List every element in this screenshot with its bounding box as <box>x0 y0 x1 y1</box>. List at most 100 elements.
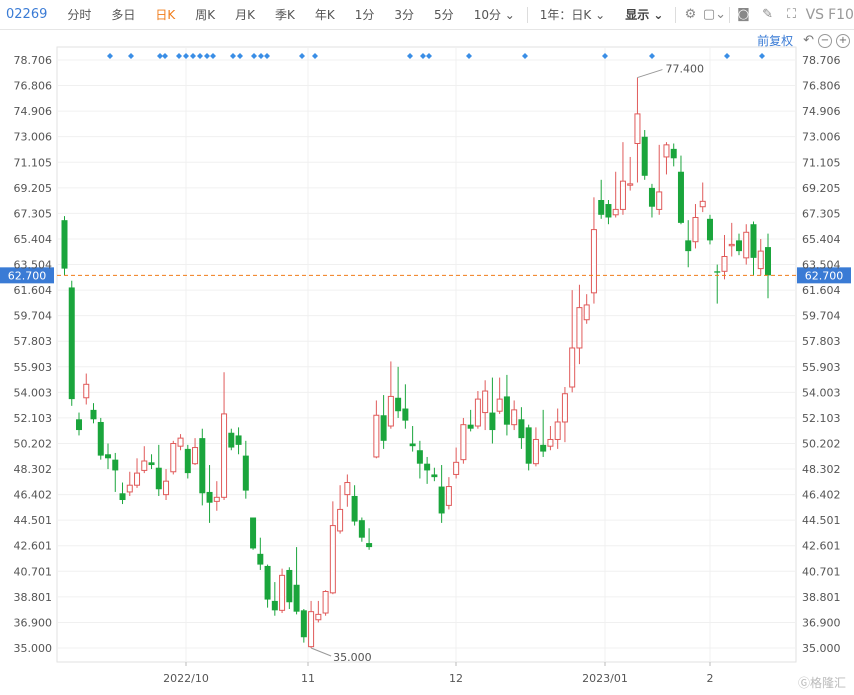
candle-body <box>692 216 699 243</box>
f10-button[interactable]: F10 <box>828 6 854 23</box>
candle <box>431 467 438 482</box>
candle <box>525 424 532 471</box>
candle-body <box>489 412 496 431</box>
y-tick-left: 50.202 <box>14 437 53 450</box>
event-marker <box>724 53 730 59</box>
candle <box>206 465 213 523</box>
tab-zhouk[interactable]: 周K <box>195 8 216 22</box>
candle <box>134 458 141 488</box>
candle-body <box>511 409 518 426</box>
chevron-down-icon: ⌄ <box>653 8 664 22</box>
pen-icon[interactable]: ✎ <box>762 7 773 22</box>
square-icon[interactable]: ▢⌄ <box>702 7 727 22</box>
candle-body <box>438 486 445 514</box>
candle-body <box>105 454 112 459</box>
candle-body <box>329 525 336 594</box>
camera-icon[interactable]: ◙ <box>737 7 750 22</box>
candle <box>308 600 315 648</box>
candle <box>663 142 670 175</box>
tab-duori[interactable]: 多日 <box>111 8 136 22</box>
candle <box>714 264 721 304</box>
y-tick-right: 76.806 <box>802 80 841 93</box>
candle-body <box>482 390 489 414</box>
price-tag-left-bg <box>0 267 54 284</box>
watermark: Ⓖ格隆汇 <box>798 674 846 691</box>
tab-niank[interactable]: 年K <box>314 8 335 22</box>
candle-body <box>206 491 213 503</box>
candle <box>395 366 402 418</box>
candle-body <box>728 243 735 247</box>
candle <box>619 142 626 215</box>
tab-yuek[interactable]: 月K <box>235 8 256 22</box>
fullscreen-icon[interactable]: ⛶ <box>787 7 797 22</box>
axes: 78.706 78.706 76.806 76.806 74.906 74.906 73.0… <box>14 54 841 685</box>
candle <box>155 444 162 496</box>
y-tick-right: 69.205 <box>802 182 841 195</box>
candle-body <box>532 438 539 465</box>
candle <box>242 440 249 499</box>
kline-chart[interactable]: 62.700 62.700 78.706 78.706 76.806 76.806 74.… <box>0 44 854 695</box>
event-marker <box>407 53 413 59</box>
candle <box>728 222 735 257</box>
event-marker <box>466 53 472 59</box>
y-tick-right: 38.801 <box>802 591 841 604</box>
tab-3min[interactable]: 3分 <box>394 8 415 22</box>
tab-10min[interactable]: 10分 ⌄ <box>464 6 525 23</box>
y-tick-right: 73.006 <box>802 131 841 144</box>
event-marker <box>251 53 257 59</box>
candle-body <box>721 256 728 272</box>
candle-body <box>112 459 119 471</box>
candle-body <box>496 398 503 412</box>
candle <box>445 477 452 510</box>
plot-border <box>56 46 797 663</box>
y-tick-right: 42.601 <box>802 540 841 553</box>
tab-jik[interactable]: 季K <box>275 8 295 22</box>
tab-fenshi[interactable]: 分时 <box>67 8 92 22</box>
chevron-down-icon: ⌄ <box>595 8 606 22</box>
tab-rik[interactable]: 日K <box>155 8 176 22</box>
candle-body <box>322 590 329 614</box>
event-marker <box>312 53 318 59</box>
stock-code[interactable]: 02269 <box>6 7 48 22</box>
tab-1min[interactable]: 1分 <box>354 8 375 22</box>
y-tick-right: 63.504 <box>802 259 841 272</box>
candle-body <box>68 287 75 400</box>
y-tick-left: 48.302 <box>14 463 53 476</box>
candle <box>416 440 423 479</box>
candle-body <box>540 444 547 452</box>
candle <box>228 428 235 451</box>
chart-controls: 前复权 ↶ − + <box>757 32 850 49</box>
candle <box>467 409 474 432</box>
candle <box>235 427 242 455</box>
candle <box>366 528 373 550</box>
candle-body <box>670 148 677 159</box>
candle-body <box>344 482 351 496</box>
undo-icon[interactable]: ↶ <box>803 33 814 48</box>
settings-icon[interactable]: ⚙ <box>684 7 697 22</box>
zoom-out-icon[interactable]: − <box>818 33 832 48</box>
candle <box>119 482 126 505</box>
tab-10min-label: 10分 <box>473 8 501 22</box>
vs-button[interactable]: VS <box>805 6 825 23</box>
candle <box>750 221 757 276</box>
candle <box>706 214 713 245</box>
event-marker <box>426 53 432 59</box>
candle-body <box>590 229 597 294</box>
candle-body <box>148 462 155 466</box>
zoom-in-icon[interactable]: + <box>836 33 850 48</box>
candle <box>424 456 431 484</box>
range-select[interactable]: 1年：日K ⌄ <box>530 6 615 23</box>
candle-body <box>395 397 402 412</box>
display-select[interactable]: 显示 ⌄ <box>615 6 673 23</box>
candle-body <box>663 144 670 158</box>
candle <box>387 361 394 429</box>
candle-body <box>467 424 474 429</box>
candle-body <box>90 409 97 420</box>
candle-body <box>605 204 612 218</box>
candle <box>583 294 590 324</box>
tab-5min[interactable]: 5分 <box>434 8 454 22</box>
candle-body <box>308 611 315 648</box>
watermark-text: 格隆汇 <box>809 676 846 690</box>
y-tick-right: 52.103 <box>802 412 841 425</box>
fuquan-button[interactable]: 前复权 <box>757 34 794 48</box>
